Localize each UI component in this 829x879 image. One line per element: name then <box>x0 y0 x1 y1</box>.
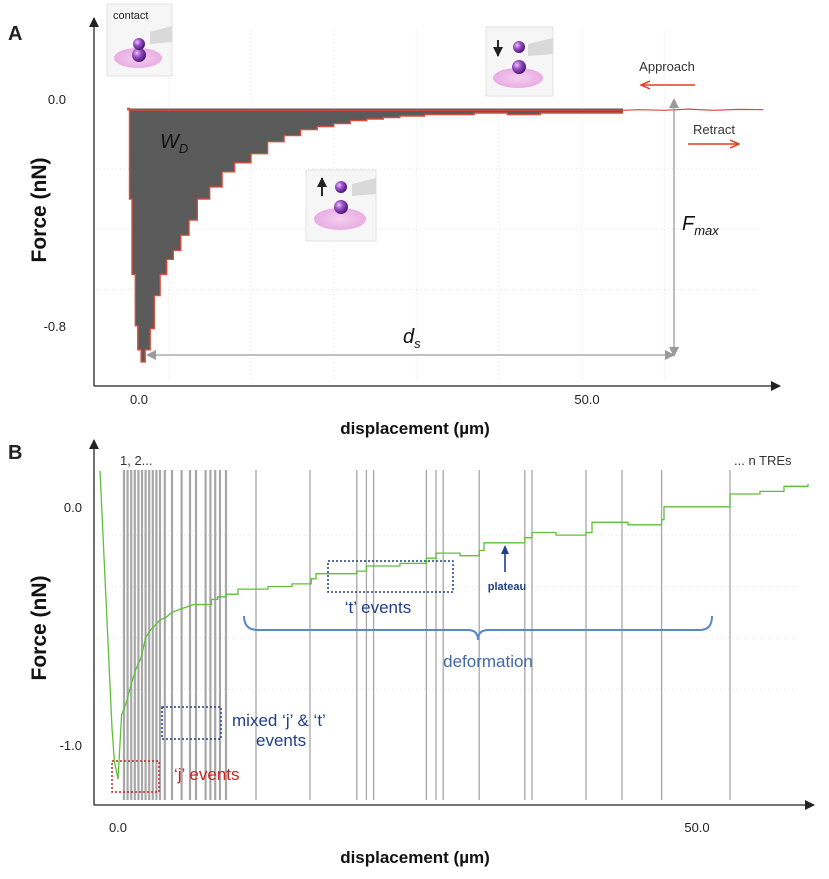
j-events-box <box>111 760 160 793</box>
panel-b-xtick-0: 0.0 <box>109 820 127 835</box>
j-events-label: ‘j’ events <box>174 765 240 784</box>
t-events-label: ‘t’ events <box>345 598 411 617</box>
approach-curve <box>127 108 764 111</box>
panel-b-xlabel: displacement (µm) <box>340 848 490 867</box>
panel-a-ytick-1: -0.8 <box>44 319 66 334</box>
contact-illustration: contact <box>106 3 173 77</box>
contact-label: contact <box>113 10 148 22</box>
panel-a-xtick-1: 50.0 <box>574 392 599 407</box>
panel-b-grid <box>96 534 800 690</box>
ds-label: ds <box>403 326 421 351</box>
work-label: WD <box>160 131 188 156</box>
mixed-events-label: mixed ‘j’ & ‘t’ <box>232 711 326 730</box>
mixed-events-label-2: events <box>256 731 306 750</box>
panel-a-xtick-0: 0.0 <box>130 392 148 407</box>
retract-curve <box>126 107 623 363</box>
plateau-label: plateau <box>488 581 527 593</box>
panel-b-ytick-1: -1.0 <box>60 738 82 753</box>
work-area <box>127 108 623 362</box>
panel-b-ylabel: Force (nN) <box>28 576 51 681</box>
deformation-label: deformation <box>443 652 533 671</box>
tre-end-label: ... n TREs <box>734 453 792 468</box>
panel-a-letter: A <box>8 23 22 45</box>
mixed-events-box <box>161 706 222 740</box>
approach-label: Approach <box>639 59 695 74</box>
panel-a-ytick-0: 0.0 <box>48 92 66 107</box>
panel-a-ylabel: Force (nN) <box>28 158 51 263</box>
tre-start-label: 1, 2... <box>120 453 153 468</box>
panel-b-xtick-1: 50.0 <box>684 820 709 835</box>
panel-b-tre-lines <box>122 470 731 800</box>
panel-a-xlabel: displacement (µm) <box>340 419 490 438</box>
panel-b-ytick-0: 0.0 <box>64 500 82 515</box>
panel-a: A 0.0 -0.8 0.0 50.0 Force (nN) displacem… <box>8 3 781 438</box>
t-events-box <box>327 560 454 593</box>
panel-b-letter: B <box>8 442 22 464</box>
retract-illustration <box>305 169 377 242</box>
panel-b: B 0.0 -1.0 0.0 50.0 Force (nN) displacem… <box>8 439 815 867</box>
panel-a-plot <box>126 107 764 363</box>
fmax-label: Fmax <box>682 213 719 238</box>
panel-b-plot <box>99 470 809 780</box>
approach-illustration <box>485 26 554 97</box>
deformation-brace <box>243 615 713 641</box>
force-curve <box>99 470 809 780</box>
retract-label: Retract <box>693 122 735 137</box>
